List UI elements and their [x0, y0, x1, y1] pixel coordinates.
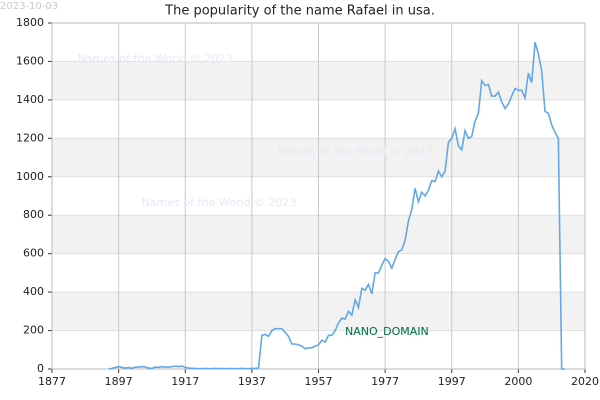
- date-stamp: 2023-10-03: [0, 1, 58, 12]
- chart-title: The popularity of the name Rafael in usa…: [164, 4, 435, 19]
- x-tick-label: 1877: [38, 375, 66, 388]
- y-tick-label: 1600: [16, 54, 44, 67]
- x-tick-label: 1957: [305, 375, 333, 388]
- watermark: Names of the World © 2023: [142, 196, 297, 209]
- x-tick-label: 2000: [504, 375, 532, 388]
- y-tick-label: 600: [23, 247, 44, 260]
- x-tick-label: 1917: [171, 375, 199, 388]
- x-tick-label: 1897: [105, 375, 133, 388]
- y-tick-label: 1200: [16, 131, 44, 144]
- x-tick-label: 1977: [371, 375, 399, 388]
- domain-label: NANO_DOMAIN: [345, 325, 429, 338]
- y-tick-label: 0: [37, 362, 44, 375]
- data-line: [108, 41, 566, 370]
- y-tick-label: 1400: [16, 93, 44, 106]
- plot-border: [51, 22, 586, 370]
- watermark: Names of the World © 2023: [78, 52, 233, 65]
- watermark: Names of the World © 2023: [278, 145, 433, 158]
- y-tick-label: 800: [23, 208, 44, 221]
- x-tick-label: 1997: [438, 375, 466, 388]
- y-tick-label: 400: [23, 285, 44, 298]
- x-tick-label: 2020: [571, 375, 599, 388]
- y-tick-label: 200: [23, 324, 44, 337]
- y-tick-label: 1000: [16, 170, 44, 183]
- x-tick-label: 1937: [238, 375, 266, 388]
- y-tick-label: 1800: [16, 16, 44, 29]
